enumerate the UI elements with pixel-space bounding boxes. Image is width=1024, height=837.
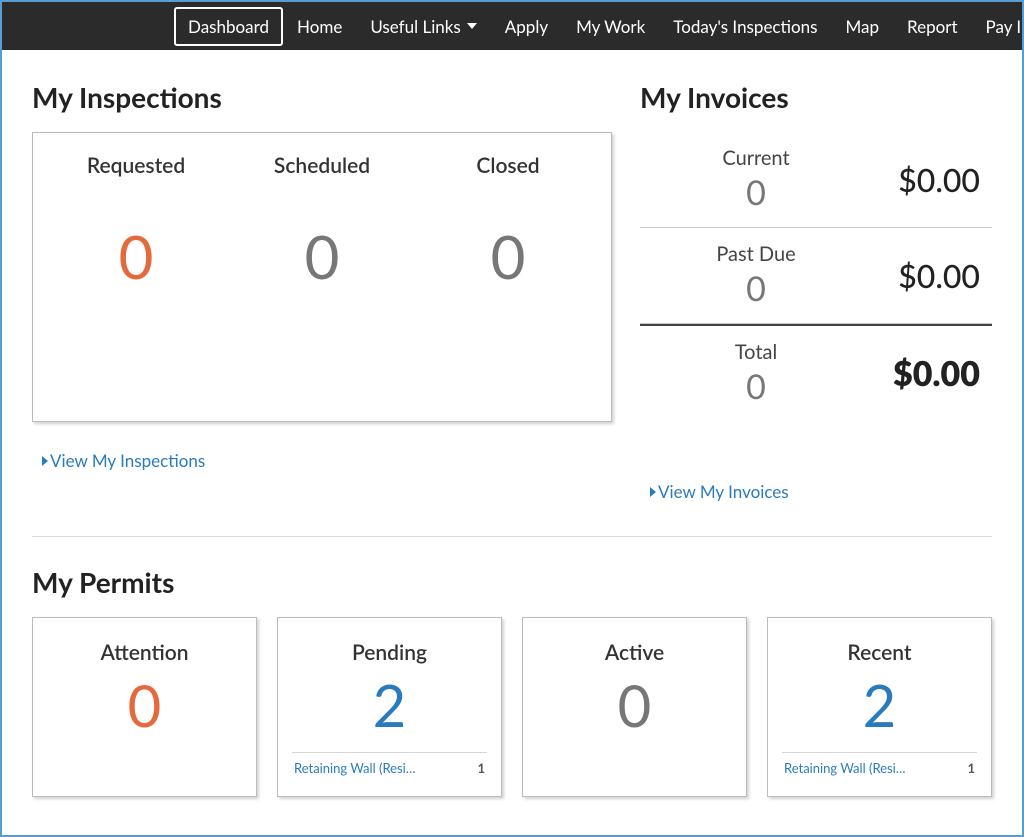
invoice-pastdue-count: 0 [648,268,864,309]
view-my-invoices-link[interactable]: View My Invoices [650,481,789,502]
permit-recent-label: Recent [782,640,977,665]
inspections-card: Requested 0 Scheduled 0 Closed 0 [32,132,612,422]
my-inspections-title: My Inspections [32,80,612,114]
invoice-total-label: Total [648,340,864,364]
permit-active-value: 0 [537,671,732,740]
invoice-pastdue-label: Past Due [648,242,864,266]
permit-card-pending: Pending 2 Retaining Wall (Resi… 1 [277,617,502,797]
permit-attention-value: 0 [47,671,242,740]
invoice-total-count: 0 [648,366,864,407]
invoice-current-count: 0 [648,172,864,213]
permit-recent-value: 2 [782,671,977,740]
inspections-requested-label: Requested [43,153,229,178]
nav-home[interactable]: Home [283,7,356,46]
triangle-right-icon [42,456,48,466]
inspections-requested: Requested 0 [43,153,229,411]
inspections-scheduled-value: 0 [229,220,415,292]
nav-report[interactable]: Report [893,7,972,46]
my-inspections-section: My Inspections Requested 0 Scheduled 0 C… [32,80,612,502]
my-invoices-title: My Invoices [640,80,992,114]
nav-dashboard[interactable]: Dashboard [174,7,283,46]
permit-active-label: Active [537,640,732,665]
invoice-pastdue-amount: $0.00 [864,256,984,295]
permits-row: Attention 0 Pending 2 Retaining Wall (Re… [32,617,992,797]
triangle-right-icon [650,487,656,497]
inspections-closed: Closed 0 [415,153,601,411]
app-frame: Dashboard Home Useful Links Apply My Wor… [0,0,1024,837]
invoice-row-total: Total 0 $0.00 [640,324,992,421]
my-invoices-section: My Invoices Current 0 $0.00 Past Due 0 [640,80,992,502]
invoice-row-pastdue: Past Due 0 $0.00 [640,228,992,324]
permit-pending-item-count: 1 [471,760,485,776]
top-row: My Inspections Requested 0 Scheduled 0 C… [32,80,992,502]
permit-card-active: Active 0 [522,617,747,797]
invoices-table: Current 0 $0.00 Past Due 0 $0.00 [640,132,992,421]
permit-recent-item[interactable]: Retaining Wall (Resi… 1 [782,752,977,776]
view-my-inspections-link[interactable]: View My Inspections [42,450,205,471]
permit-recent-item-name: Retaining Wall (Resi… [784,760,906,776]
permit-attention-label: Attention [47,640,242,665]
invoice-current-label: Current [648,146,864,170]
invoice-row-current: Current 0 $0.00 [640,132,992,228]
view-my-invoices-label: View My Invoices [658,481,789,502]
my-permits-section: My Permits Attention 0 Pending 2 Retaini… [32,565,992,797]
nav-apply[interactable]: Apply [491,7,562,46]
permit-pending-item[interactable]: Retaining Wall (Resi… 1 [292,752,487,776]
navbar: Dashboard Home Useful Links Apply My Wor… [2,2,1022,50]
view-my-inspections-label: View My Inspections [50,450,205,471]
content: My Inspections Requested 0 Scheduled 0 C… [2,50,1022,797]
permit-pending-label: Pending [292,640,487,665]
invoice-current-amount: $0.00 [864,160,984,199]
permit-card-attention: Attention 0 [32,617,257,797]
inspections-scheduled-label: Scheduled [229,153,415,178]
nav-useful-links[interactable]: Useful Links [356,7,490,46]
nav-pay-invoices[interactable]: Pay Invoices [972,7,1022,46]
nav-my-work[interactable]: My Work [562,7,659,46]
permit-card-recent: Recent 2 Retaining Wall (Resi… 1 [767,617,992,797]
caret-down-icon [467,23,477,29]
permit-pending-item-name: Retaining Wall (Resi… [294,760,416,776]
permit-pending-value: 2 [292,671,487,740]
inspections-closed-value: 0 [415,220,601,292]
nav-map[interactable]: Map [832,7,894,46]
inspections-scheduled: Scheduled 0 [229,153,415,411]
my-permits-title: My Permits [32,565,992,599]
inspections-closed-label: Closed [415,153,601,178]
nav-useful-links-label: Useful Links [370,16,460,37]
section-divider [32,536,992,537]
invoice-total-amount: $0.00 [864,353,984,394]
permit-recent-item-count: 1 [961,760,975,776]
nav-todays-inspections[interactable]: Today's Inspections [659,7,831,46]
inspections-requested-value: 0 [43,220,229,292]
